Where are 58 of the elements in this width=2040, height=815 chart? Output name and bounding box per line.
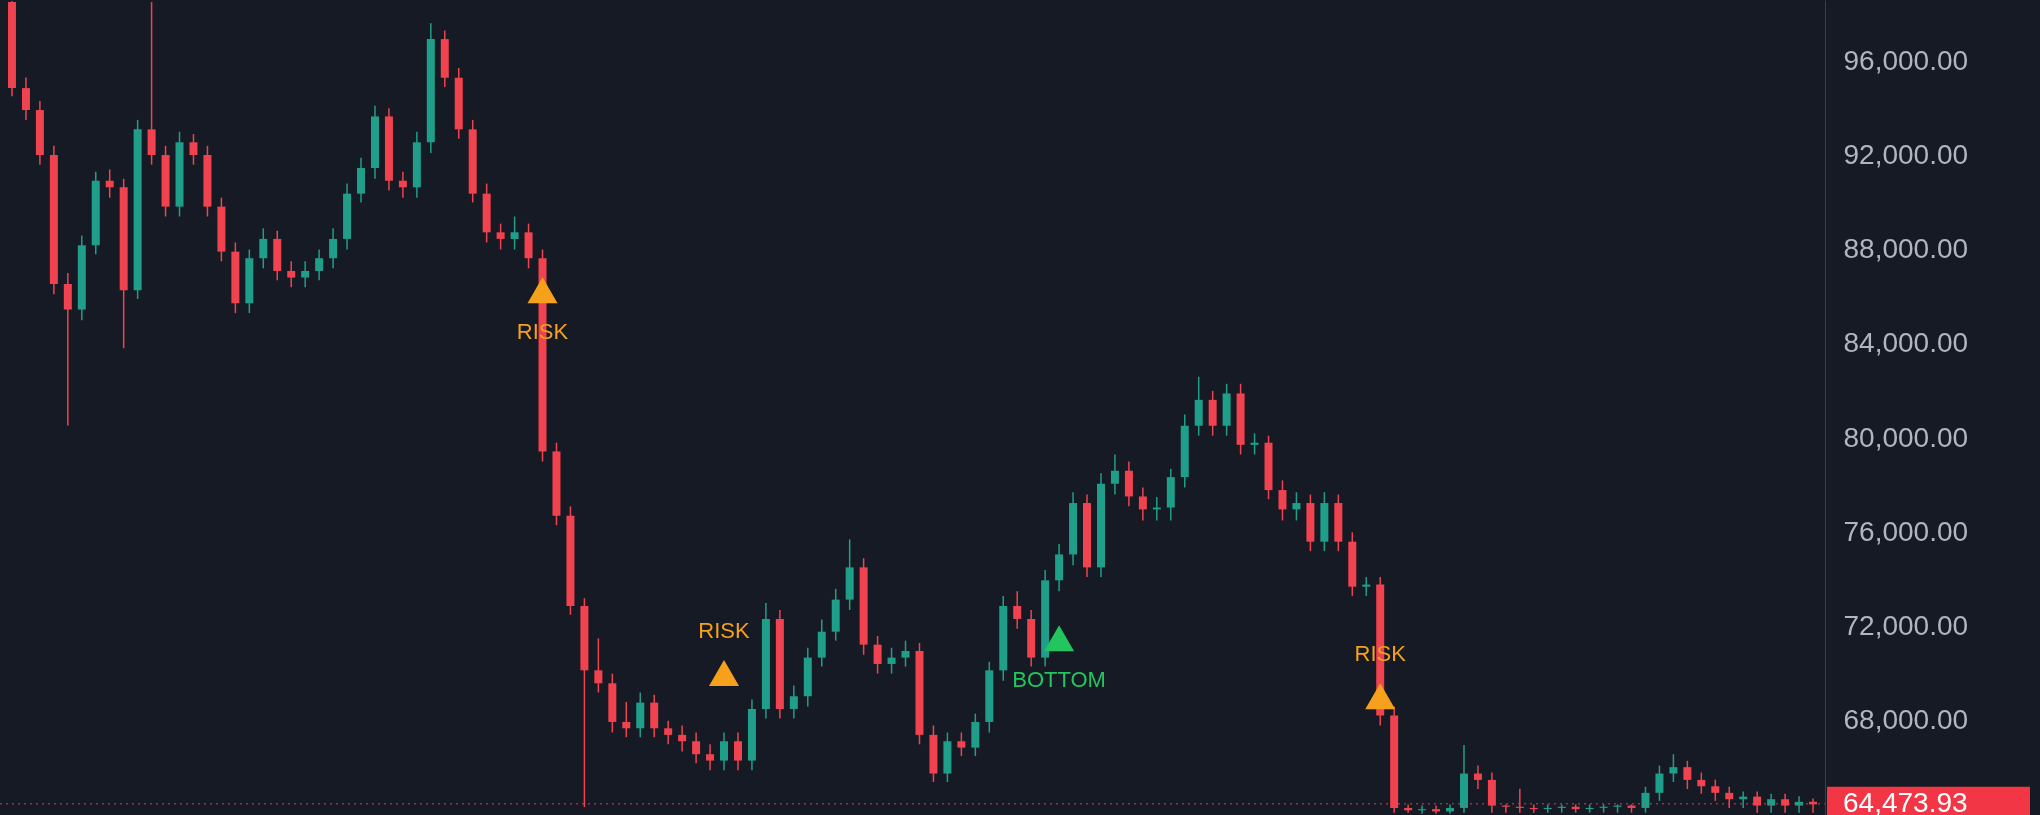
candlestick (1278, 479, 1287, 522)
y-tick-label: 92,000.00 (1843, 138, 1969, 170)
candlestick (1725, 785, 1734, 809)
y-tick-label: 80,000.00 (1843, 421, 1969, 453)
candlestick (1753, 790, 1762, 814)
candlestick (678, 724, 687, 753)
candlestick (1013, 590, 1022, 630)
candlestick (105, 168, 114, 199)
candlestick (901, 639, 910, 668)
candlestick (692, 731, 701, 764)
candlestick (1655, 764, 1664, 802)
candlestick (21, 76, 30, 121)
series-label: BOTTOM (1012, 667, 1106, 693)
candlestick (1795, 795, 1804, 814)
candlestick (1767, 793, 1776, 814)
point (1365, 683, 1396, 710)
candlestick (1781, 793, 1790, 814)
candlestick (1683, 760, 1692, 790)
candlestick (287, 260, 296, 288)
candlestick (329, 227, 338, 270)
candlestick (1250, 432, 1259, 456)
candlestick (398, 171, 407, 199)
candlestick (1138, 486, 1147, 522)
candlestick (496, 222, 505, 251)
candlestick (887, 646, 896, 675)
candlestick (873, 635, 882, 675)
candlestick (733, 731, 742, 771)
y-tick-label: 84,000.00 (1843, 327, 1969, 359)
candlestick (957, 731, 966, 757)
candlestick (301, 260, 310, 288)
y-tick-label: 72,000.00 (1843, 610, 1969, 642)
y-tick-label: 76,000.00 (1843, 515, 1969, 547)
candlestick (594, 637, 603, 694)
candlestick (1362, 576, 1371, 597)
candlestick (1292, 491, 1301, 522)
candlestick (1110, 453, 1119, 496)
y-tick-label: 68,000.00 (1843, 704, 1969, 736)
candlestick (622, 701, 631, 738)
candlestick (720, 731, 729, 771)
candlestick (510, 215, 519, 251)
point (527, 277, 558, 304)
ref-line-label: 64,473.93 (1843, 786, 1968, 815)
candlestick (315, 248, 324, 281)
y-tick-label: 88,000.00 (1843, 233, 1969, 265)
candlestick (1669, 753, 1678, 783)
point (1044, 625, 1075, 652)
candlestick (1711, 778, 1720, 802)
candlestick (1697, 771, 1706, 795)
y-tick-label: 96,000.00 (1843, 44, 1969, 76)
candlestick (789, 684, 798, 720)
point (709, 659, 740, 686)
candlestick (259, 227, 268, 270)
candlestick (706, 743, 715, 771)
candlestick (664, 720, 673, 746)
candlestick (189, 133, 198, 166)
candlestick (1641, 785, 1650, 814)
text: RISK (698, 617, 750, 643)
candlestick (1473, 764, 1482, 790)
